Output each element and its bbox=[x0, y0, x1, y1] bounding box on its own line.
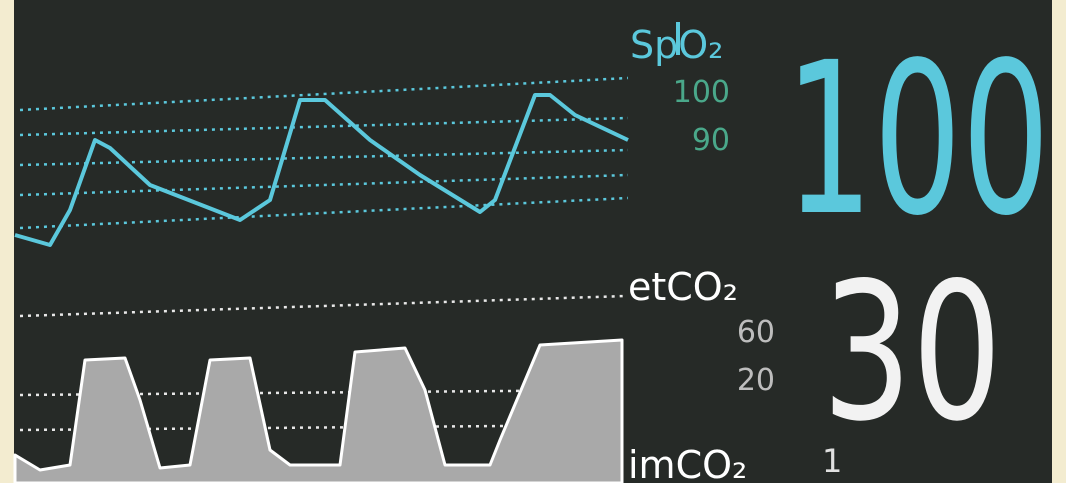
imco2-label: imCO₂ bbox=[628, 443, 747, 483]
etco2-limit-high: 60 bbox=[737, 315, 775, 350]
spo2-label: SpO₂ bbox=[630, 23, 723, 67]
spo2-value: 100 bbox=[785, 17, 1050, 262]
etco2-value: 30 bbox=[822, 242, 1002, 463]
spo2-limit-low: 90 bbox=[692, 123, 730, 158]
imco2-value: 1 bbox=[822, 442, 842, 480]
spo2-limit-high: 100 bbox=[673, 75, 730, 110]
etco2-label: etCO₂ bbox=[628, 265, 738, 309]
monitor-screen: SpO₂ 100 90 100 etCO₂ 60 20 30 imCO₂ 1 bbox=[0, 0, 1066, 483]
etco2-limit-low: 20 bbox=[737, 363, 775, 398]
